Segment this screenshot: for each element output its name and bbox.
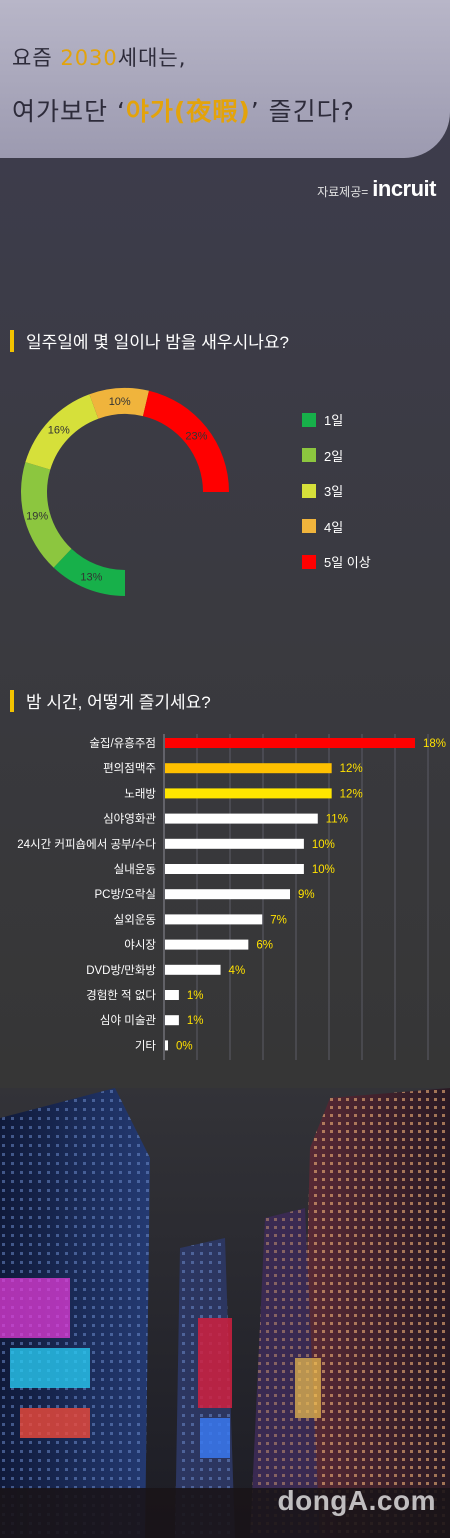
bar: [165, 788, 332, 799]
bar-category-label: DVD방/만화방: [86, 964, 156, 977]
legend-swatch: [302, 412, 316, 427]
bar-category-label: 실내운동: [114, 863, 156, 876]
bar: [165, 763, 332, 774]
legend-swatch: [302, 448, 316, 463]
bar-category-label: 경험한 적 없다: [86, 988, 156, 1002]
bar-chart-title: 밤 시간, 어떻게 즐기세요?: [26, 693, 211, 712]
headline-accent: 야가(夜暇): [125, 97, 251, 126]
title-accent-bar: [10, 329, 14, 352]
headline-text: 요즘: [12, 46, 61, 70]
bar: [165, 889, 290, 900]
bar-value-label: 4%: [229, 965, 246, 977]
incruit-logo: incruit: [372, 176, 436, 201]
bar: [165, 1040, 168, 1051]
bar-chart: 술집/유흥주점 18% 편의점맥주 12% 노래방 12% 심야영화관 11% 24시간 커피숍…: [17, 734, 446, 1060]
headline-text: 여가보단 ‘: [12, 97, 126, 126]
donut-segment: [142, 390, 229, 492]
bar-value-label: 9%: [298, 889, 315, 901]
donut-value-label: 16%: [48, 425, 70, 437]
bar-value-label: 10%: [312, 839, 335, 851]
legend-item: 2일: [302, 438, 371, 474]
watermark: dongA.com: [277, 1485, 436, 1516]
bar-category-label: 24시간 커피숍에서 공부/수다: [17, 838, 156, 851]
donut-segment: [25, 394, 99, 470]
bar: [165, 914, 263, 925]
legend-label: 1일: [324, 413, 344, 429]
donut-segment: [89, 388, 149, 419]
headline-line-1: 요즘 2030세대는,: [12, 42, 186, 72]
bar-category-label: 노래방: [124, 787, 156, 800]
bar: [165, 939, 249, 950]
bar: [165, 813, 318, 824]
title-accent-bar: [10, 689, 14, 712]
legend-item: 5일 이상: [302, 544, 371, 580]
legend-swatch: [302, 519, 316, 534]
bar-category-label: 술집/유흥주점: [89, 736, 156, 750]
source-label: 자료제공=: [317, 185, 369, 199]
bar-category-label: 편의점맥주: [103, 762, 156, 775]
header-banner: 요즘 2030세대는, 여가보단 ‘야가(夜暇)’ 즐긴다?: [0, 0, 450, 158]
donut-value-label: 13%: [80, 572, 102, 584]
donut-chart-title: 일주일에 몇 일이나 밤을 새우시나요?: [26, 333, 289, 352]
legend-item: 4일: [302, 509, 371, 545]
donut-value-label: 10%: [109, 396, 131, 408]
city-night-photo: [0, 1088, 450, 1538]
bar-value-label: 6%: [256, 940, 273, 952]
bar-value-label: 12%: [340, 763, 363, 775]
bar-value-label: 11%: [326, 814, 348, 826]
donut-segment: [21, 462, 72, 568]
headline-text: 세대는,: [117, 46, 187, 70]
bar-value-label: 10%: [312, 864, 335, 876]
bar-value-label: 18%: [423, 738, 446, 750]
bar: [165, 738, 415, 748]
donut-legend: 1일 2일 3일 4일 5일 이상: [302, 402, 371, 580]
donut-value-label: 23%: [185, 431, 207, 443]
legend-label: 4일: [324, 519, 344, 535]
legend-swatch: [302, 483, 316, 498]
legend-label: 3일: [324, 484, 344, 500]
legend-swatch: [302, 554, 316, 569]
donut-segment: [53, 548, 125, 596]
bar: [165, 964, 221, 975]
bar: [165, 864, 304, 874]
section-title-1: 일주일에 몇 일이나 밤을 새우시나요?: [10, 328, 289, 353]
bar-category-label: 실외운동: [114, 913, 156, 926]
bar: [165, 1015, 179, 1026]
headline-line-2: 여가보단 ‘야가(夜暇)’ 즐긴다?: [12, 92, 355, 128]
bar-category-label: 심야영화관: [103, 813, 156, 826]
donut-value-label: 19%: [26, 511, 48, 523]
bar-category-label: 심야 미술관: [100, 1014, 157, 1027]
bar-value-label: 7%: [270, 914, 287, 926]
section-title-2: 밤 시간, 어떻게 즐기세요?: [10, 688, 211, 713]
headline-text: ’ 즐긴다?: [250, 97, 355, 126]
donut-chart: 13% 19% 16% 10% 23%: [21, 388, 229, 596]
bar-value-label: 12%: [340, 788, 363, 800]
bar: [165, 838, 304, 849]
legend-label: 5일 이상: [324, 555, 371, 571]
bar-value-label: 0%: [176, 1040, 193, 1052]
bar-category-label: 야시장: [124, 939, 156, 952]
bar-value-label: 1%: [187, 990, 204, 1002]
source-credit: 자료제공= incruit: [317, 176, 436, 202]
legend-label: 2일: [324, 448, 344, 464]
bar-category-label: 기타: [135, 1039, 157, 1052]
headline-accent: 2030: [60, 46, 118, 70]
legend-item: 1일: [302, 402, 371, 438]
bar-category-label: PC방/오락실: [95, 888, 157, 901]
bar: [165, 990, 179, 1000]
bar-value-label: 1%: [187, 1015, 204, 1027]
legend-item: 3일: [302, 473, 371, 509]
